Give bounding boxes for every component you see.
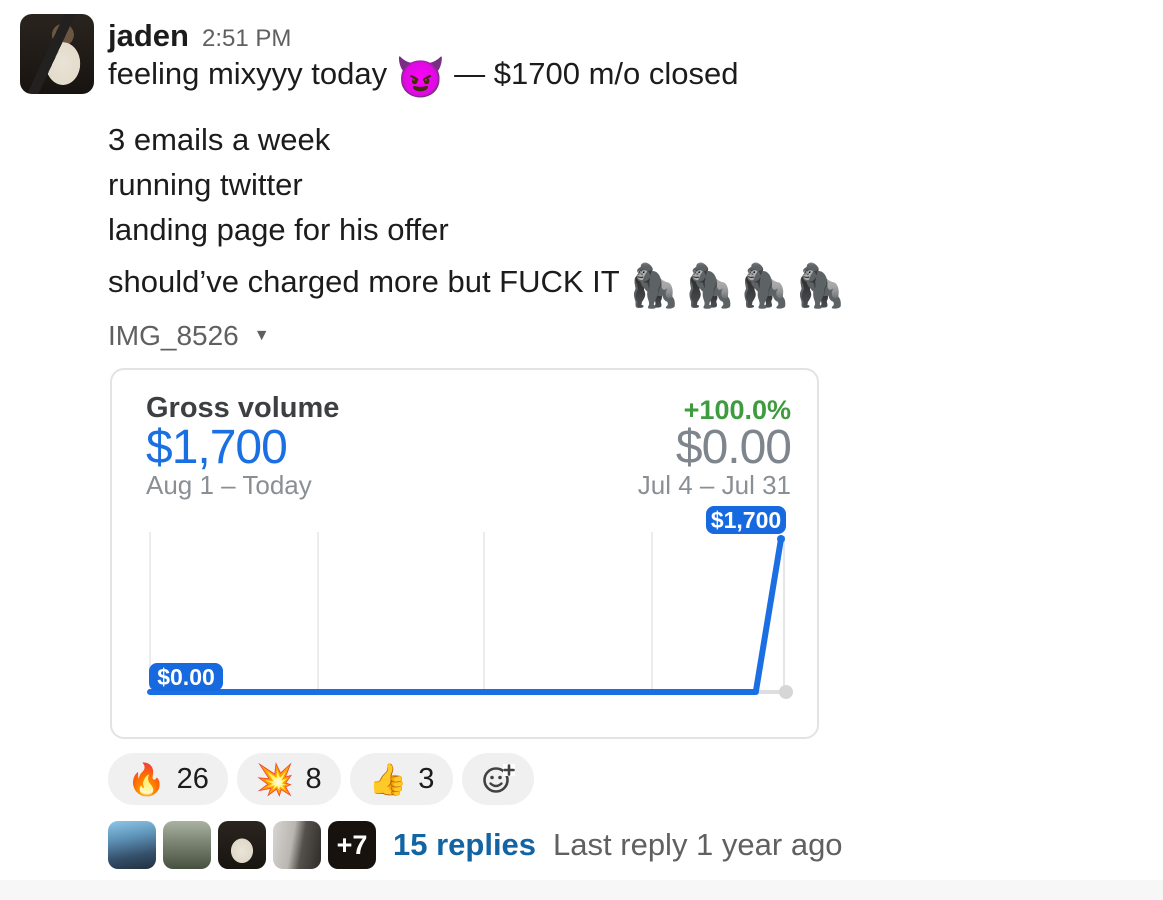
- thread-participant-avatar[interactable]: [108, 821, 156, 869]
- chart-title: Gross volume: [146, 392, 340, 424]
- collapse-attachment-icon[interactable]: ▼: [253, 327, 270, 344]
- add-reaction-smiley-icon: [483, 764, 516, 793]
- thread-reply-bar[interactable]: +7 15 replies Last reply 1 year ago: [108, 821, 843, 869]
- reaction-thumbs-up[interactable]: 👍 3: [349, 753, 454, 805]
- chart-current-value: $1,700: [146, 421, 288, 474]
- thread-participant-avatar[interactable]: [218, 821, 266, 869]
- thread-participant-avatar[interactable]: [273, 821, 321, 869]
- attachment-header: IMG_8526 ▼: [108, 320, 270, 352]
- message-line-1-tail: — $1700 m/o closed: [445, 56, 739, 91]
- message-body: 3 emails a week running twitter landing …: [108, 117, 449, 252]
- gorilla-emoji-row: 🦍🦍🦍🦍: [627, 262, 849, 309]
- chart-comparison-value: $0.00: [675, 421, 792, 474]
- reactions-row: 🔥 26 💥 8 👍 3: [108, 753, 535, 805]
- thumbs-up-emoji-icon: 👍: [368, 761, 408, 797]
- thread-replies-link[interactable]: 15 replies: [393, 827, 537, 862]
- thread-participant-avatar[interactable]: [163, 821, 211, 869]
- username[interactable]: jaden: [108, 18, 189, 53]
- thread-last-reply-text: Last reply 1 year ago: [553, 827, 843, 862]
- reaction-collision[interactable]: 💥 8: [236, 753, 341, 805]
- reaction-count: 8: [305, 762, 322, 795]
- smiling-devil-emoji: 😈: [395, 56, 446, 100]
- message-closing-line: should’ve charged more but FUCK IT 🦍🦍🦍🦍: [108, 262, 849, 311]
- message-body-line: 3 emails a week: [108, 122, 331, 157]
- collision-emoji-icon: 💥: [255, 761, 295, 797]
- attachment-filename[interactable]: IMG_8526: [108, 320, 239, 351]
- message-timestamp[interactable]: 2:51 PM: [201, 25, 292, 52]
- chart-peak-value-badge: $1,700: [706, 506, 786, 534]
- message-header: jaden 2:51 PM: [108, 18, 291, 54]
- thread-overflow-avatar-badge[interactable]: +7: [328, 821, 376, 869]
- message-line-1: feeling mixyyy today 😈 — $1700 m/o close…: [108, 54, 739, 101]
- bottom-divider: [0, 880, 1163, 900]
- user-avatar[interactable]: [20, 14, 94, 94]
- chart-current-period: Aug 1 – Today: [146, 470, 312, 500]
- reaction-count: 3: [418, 762, 435, 795]
- message-closing-text: should’ve charged more but FUCK IT: [108, 264, 628, 299]
- gross-volume-line-chart: [147, 532, 793, 699]
- chart-percent-change: +100.0%: [683, 395, 791, 425]
- chart-comparison-period: Jul 4 – Jul 31: [637, 470, 791, 500]
- reaction-fire[interactable]: 🔥 26: [108, 753, 228, 805]
- message-body-line: running twitter: [108, 167, 303, 202]
- add-reaction-button[interactable]: [462, 753, 535, 805]
- message-line-1-text: feeling mixyyy today: [108, 56, 396, 91]
- fire-emoji-icon: 🔥: [127, 761, 166, 797]
- reaction-count: 26: [176, 762, 209, 795]
- attached-chart-image[interactable]: Gross volume +100.0% $1,700 $0.00 Aug 1 …: [110, 368, 819, 739]
- chart-start-value-badge: $0.00: [149, 663, 223, 691]
- message-body-line: landing page for his offer: [108, 212, 449, 247]
